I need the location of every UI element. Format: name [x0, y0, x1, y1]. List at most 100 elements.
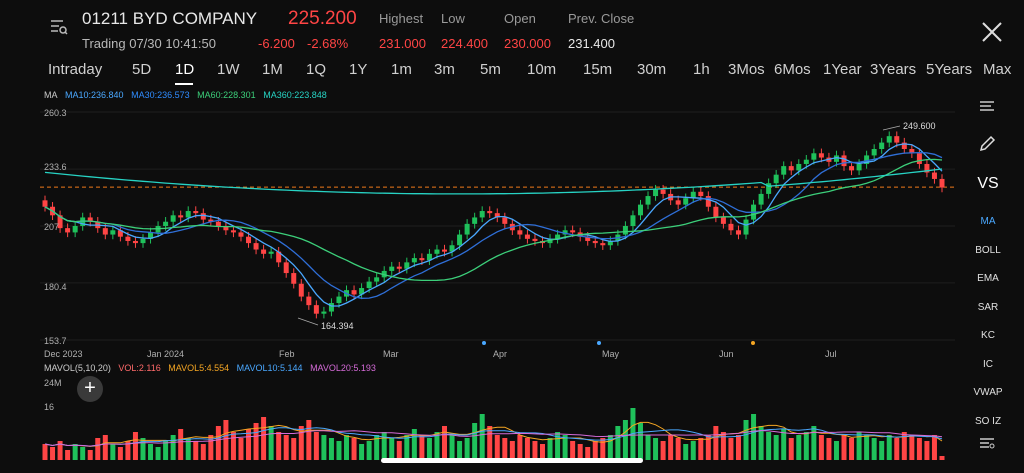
volume-bar — [562, 435, 568, 460]
indicator-ema[interactable]: EMA — [977, 273, 999, 284]
tab-5years[interactable]: 5Years — [926, 61, 973, 78]
close-icon[interactable] — [981, 21, 1003, 43]
candle — [426, 253, 432, 261]
tab-3years[interactable]: 3Years — [870, 61, 917, 78]
candle — [57, 215, 63, 229]
tab-5m[interactable]: 5m — [480, 61, 501, 78]
tab-1h[interactable]: 1h — [693, 61, 710, 78]
list-icon[interactable] — [979, 100, 995, 114]
volume-bar — [42, 444, 48, 460]
x-tick-jan: Jan 2024 — [147, 349, 185, 359]
indicator-boll[interactable]: BOLL — [975, 244, 1001, 256]
indicator-so-iz[interactable]: SO IZ — [974, 415, 1002, 427]
tab-1q[interactable]: 1Q — [306, 61, 327, 78]
pencil-icon[interactable] — [978, 135, 996, 153]
volume-bar — [509, 441, 515, 460]
add-indicator-button[interactable]: + — [77, 376, 103, 402]
candle — [381, 270, 387, 278]
tab-30m[interactable]: 30m — [637, 61, 667, 78]
settings-list-icon[interactable] — [979, 437, 995, 451]
y-tick-233: 233.6 — [44, 162, 67, 172]
tab-1d[interactable]: 1D — [175, 61, 195, 78]
volume-bar — [502, 438, 508, 460]
tab-1year[interactable]: 1Year — [823, 61, 862, 78]
candlestick-chart[interactable] — [0, 100, 960, 460]
ma-legend: MA MA10:236.840 MA30:236.573 MA60:228.30… — [44, 90, 332, 100]
indicator-ic[interactable]: IC — [983, 358, 993, 370]
candle — [743, 219, 749, 235]
event-dot[interactable] — [751, 341, 755, 345]
compare-vs-button[interactable]: VS — [977, 175, 999, 192]
mavol10-line — [44, 427, 943, 447]
volume-bar — [487, 426, 493, 460]
candle — [645, 196, 651, 205]
volume-bar — [426, 438, 432, 460]
tab-max[interactable]: Max — [983, 61, 1012, 78]
candle — [502, 217, 508, 224]
tab-1m[interactable]: 1M — [262, 61, 283, 78]
candle — [796, 163, 802, 171]
volume-bar — [411, 429, 417, 460]
volume-bar — [72, 444, 78, 460]
watchlist-icon[interactable] — [50, 18, 68, 36]
event-dot[interactable] — [482, 341, 486, 345]
volume-bar — [728, 438, 734, 460]
volume-bar — [864, 435, 870, 460]
mavol5-line — [44, 421, 943, 447]
low-leader — [297, 317, 319, 326]
tab-3mos[interactable]: 3Mos — [728, 61, 765, 78]
prev-close-value: 231.400 — [568, 36, 615, 51]
volume-bar — [826, 438, 832, 460]
volume-bar — [879, 441, 885, 460]
volume-bar — [818, 435, 824, 460]
indicator-sar[interactable]: SAR — [977, 301, 999, 313]
volume-bar — [901, 432, 907, 460]
volume-legend: MAVOL(5,10,20) VOL:2.116 MAVOL5:4.554 MA… — [44, 363, 381, 373]
candle — [494, 213, 500, 218]
tab-10m[interactable]: 10m — [527, 61, 557, 78]
volume-bar — [328, 438, 334, 460]
candle — [713, 206, 719, 218]
tab-6mos[interactable]: 6Mos — [774, 61, 811, 78]
indicator-ma[interactable]: MA — [980, 216, 996, 227]
volume-bar — [472, 423, 478, 460]
vol-tick-24m: 24M — [44, 378, 62, 388]
candle — [728, 223, 734, 231]
x-tick-mar: Mar — [383, 349, 399, 359]
candle — [570, 230, 576, 233]
candle — [102, 228, 108, 235]
tab-1m[interactable]: 1m — [391, 61, 412, 78]
prev-close-label: Prev. Close — [568, 11, 635, 26]
event-dot[interactable] — [597, 341, 601, 345]
tab-1w[interactable]: 1W — [217, 61, 240, 78]
candle — [411, 258, 417, 263]
candle — [939, 178, 945, 188]
volume-bar — [615, 426, 621, 460]
tab-15m[interactable]: 15m — [583, 61, 613, 78]
candle — [404, 262, 410, 269]
candle — [901, 142, 907, 150]
tab-5d[interactable]: 5D — [132, 61, 152, 78]
indicator-vwap[interactable]: VWAP — [973, 387, 1003, 398]
candle — [268, 251, 274, 254]
candle — [434, 249, 440, 254]
current-price: 225.200 — [288, 8, 357, 29]
volume-bar — [811, 426, 817, 460]
tab-1y[interactable]: 1Y — [349, 61, 368, 78]
tab-intraday[interactable]: Intraday — [48, 61, 103, 78]
candle — [72, 226, 78, 233]
volume-bar — [751, 414, 757, 460]
home-indicator[interactable] — [381, 458, 643, 463]
ma30-value: MA30:236.573 — [131, 90, 190, 100]
volume-bar — [253, 423, 259, 460]
volume-bar — [909, 435, 915, 460]
candle — [886, 136, 892, 143]
volume-bar — [570, 441, 576, 460]
candle — [788, 166, 794, 171]
low-value: 224.400 — [441, 36, 488, 51]
candle — [532, 238, 538, 241]
tab-3m[interactable]: 3m — [434, 61, 455, 78]
indicator-kc[interactable]: KC — [981, 330, 995, 341]
candle — [607, 240, 613, 246]
ma-legend-title: MA — [44, 90, 58, 100]
